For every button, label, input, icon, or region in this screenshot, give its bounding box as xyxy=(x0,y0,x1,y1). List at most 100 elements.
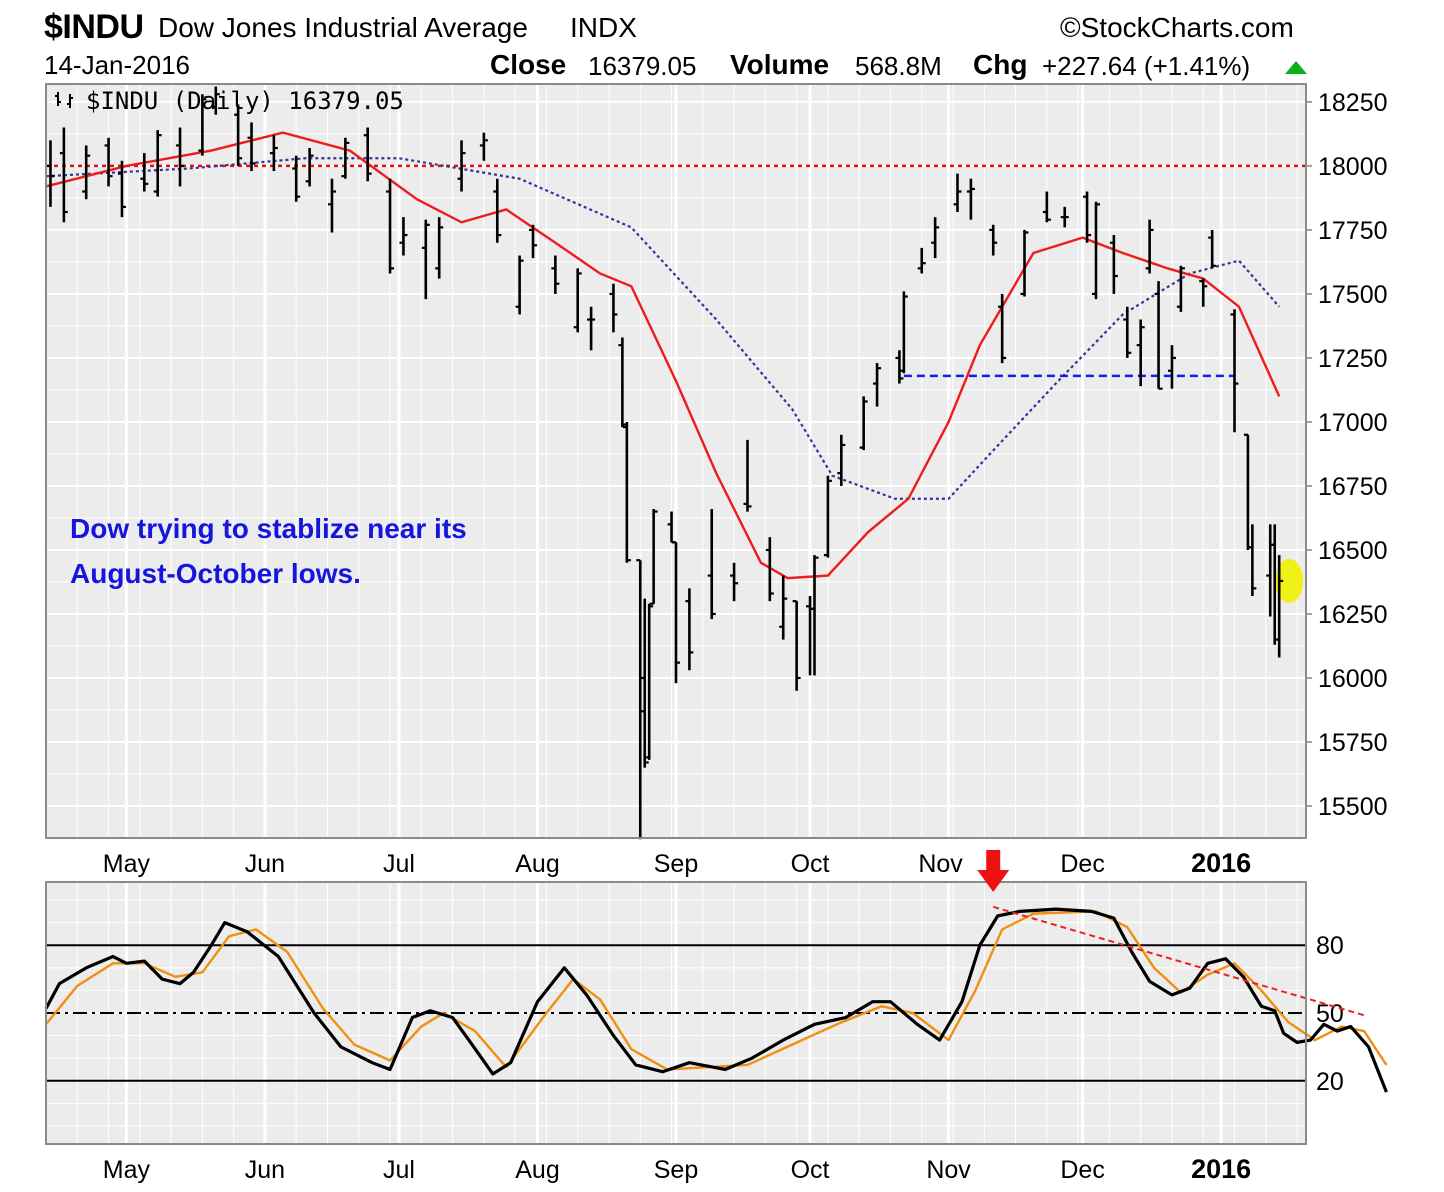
ohlc-bar xyxy=(1042,191,1051,223)
ohlc-bar xyxy=(649,509,658,605)
ohlc-bar xyxy=(622,421,631,563)
ohlc-bar xyxy=(46,140,55,207)
price-x-tick-label: Sep xyxy=(654,850,698,878)
price-y-tick-label: 16750 xyxy=(1318,473,1388,501)
ohlc-bar xyxy=(730,562,739,602)
ohlc-bar xyxy=(743,439,752,512)
price-y-tick-label: 15500 xyxy=(1318,793,1388,821)
ohlc-bar xyxy=(917,247,926,274)
ohlc-bar xyxy=(989,224,998,256)
price-y-tick-label: 15750 xyxy=(1318,729,1388,757)
last-close-highlight xyxy=(1275,558,1304,603)
stoch-x-tick-label: Aug xyxy=(515,1156,559,1184)
ohlc-bar xyxy=(104,137,113,187)
annotation-line-2: August-October lows. xyxy=(70,558,361,589)
ohlc-bar xyxy=(247,122,256,172)
ohlc-bar xyxy=(1154,281,1163,390)
price-y-tick-label: 17000 xyxy=(1318,409,1388,437)
red-down-arrow-icon xyxy=(977,850,1010,892)
price-x-tick-label: May xyxy=(103,850,151,878)
stoch-trend-line xyxy=(992,905,1365,1017)
chg-label: Chg xyxy=(973,49,1028,80)
ohlc-bar xyxy=(792,600,801,691)
ohlc-bar xyxy=(859,396,868,451)
ohlc-bar xyxy=(386,178,395,274)
ohlc-bar xyxy=(269,135,278,172)
stoch-x-tick-label: Dec xyxy=(1060,1156,1104,1184)
ohlc-bar xyxy=(1136,319,1145,387)
price-y-tick-label: 17750 xyxy=(1318,217,1388,245)
sma-fast-line xyxy=(45,131,1281,580)
close-value: 16379.05 xyxy=(588,51,697,81)
exchange-code: INDX xyxy=(570,12,637,43)
ohlc-bar xyxy=(765,537,774,602)
sma-slow-line xyxy=(45,157,1281,500)
ohlc-bar xyxy=(515,255,524,315)
price-y-tick-label: 16000 xyxy=(1318,665,1388,693)
ohlc-bar xyxy=(529,224,538,259)
ohlc-bar xyxy=(551,255,560,294)
ohlc-bar xyxy=(82,145,91,200)
price-x-tick-label: Jun xyxy=(245,850,285,878)
ohlc-bar xyxy=(931,217,940,259)
ohlc-bar xyxy=(810,555,819,676)
stoch-y-tick-label: 20 xyxy=(1316,1068,1344,1096)
stoch-k-line xyxy=(44,907,1388,1093)
ohlc-bar xyxy=(1208,229,1217,269)
index-name: Dow Jones Industrial Average xyxy=(158,12,528,43)
ohlc-bar xyxy=(1060,206,1069,228)
ohlc-bar xyxy=(292,155,301,202)
ohlc-bar xyxy=(399,217,408,256)
ohlc-bar xyxy=(1123,306,1132,358)
ohlc-bar xyxy=(211,86,220,115)
ohlc-bar xyxy=(341,137,350,179)
ohlc-bar xyxy=(1230,309,1239,433)
price-x-tick-label: Dec xyxy=(1060,850,1104,878)
ohlc-bar xyxy=(573,268,582,333)
price-x-tick-label: Oct xyxy=(791,850,830,878)
volume-label: Volume xyxy=(730,49,830,80)
ohlc-bar xyxy=(479,132,488,161)
price-x-tick-label: 2016 xyxy=(1191,848,1251,878)
up-triangle-icon xyxy=(1285,61,1307,74)
ohlc-bar xyxy=(873,363,882,407)
stoch-y-tick-label: 80 xyxy=(1316,932,1344,960)
ohlc-bar xyxy=(421,219,430,300)
ohlc-bar xyxy=(966,178,975,220)
ohlc-bar xyxy=(457,140,466,192)
ohlc-bar xyxy=(1020,229,1029,297)
ohlc-bar xyxy=(1109,235,1118,294)
ohlc-bar xyxy=(435,217,444,279)
ohlc-bar xyxy=(327,178,336,233)
ohlc-bar xyxy=(1145,219,1154,274)
ohlc-bar xyxy=(645,603,654,760)
ohlc-bar xyxy=(153,130,162,197)
ohlc-bar xyxy=(198,94,207,156)
ohlc-bar xyxy=(823,475,832,558)
ohlc-bar xyxy=(363,127,372,182)
ohlc-bar xyxy=(953,173,962,213)
ohlc-bar xyxy=(305,148,314,187)
ohlc-bar xyxy=(1083,191,1092,243)
symbol-title: $INDU xyxy=(44,8,144,46)
panel-legend: $INDU (Daily) 16379.05 xyxy=(86,87,404,115)
stoch-x-tick-label: Sep xyxy=(654,1156,698,1184)
ohlc-bar xyxy=(779,575,788,640)
ohlc-bar xyxy=(895,350,904,384)
price-x-tick-label: Nov xyxy=(918,850,963,878)
price-y-tick-label: 18000 xyxy=(1318,153,1388,181)
volume-value: 568.8M xyxy=(855,51,942,81)
price-y-tick-label: 16250 xyxy=(1318,601,1388,629)
price-x-tick-label: Jul xyxy=(383,850,415,878)
stoch-x-tick-label: May xyxy=(103,1156,151,1184)
ohlc-bar xyxy=(234,104,243,166)
ohlc-bar xyxy=(685,588,694,671)
close-label: Close xyxy=(490,49,567,80)
price-y-tick-label: 17500 xyxy=(1318,281,1388,309)
stoch-x-tick-label: Jun xyxy=(245,1156,285,1184)
ohlc-bar xyxy=(609,283,618,333)
ohlc-bar xyxy=(587,306,596,351)
price-x-tick-label: Aug xyxy=(515,850,559,878)
ohlc-bar xyxy=(899,291,908,374)
